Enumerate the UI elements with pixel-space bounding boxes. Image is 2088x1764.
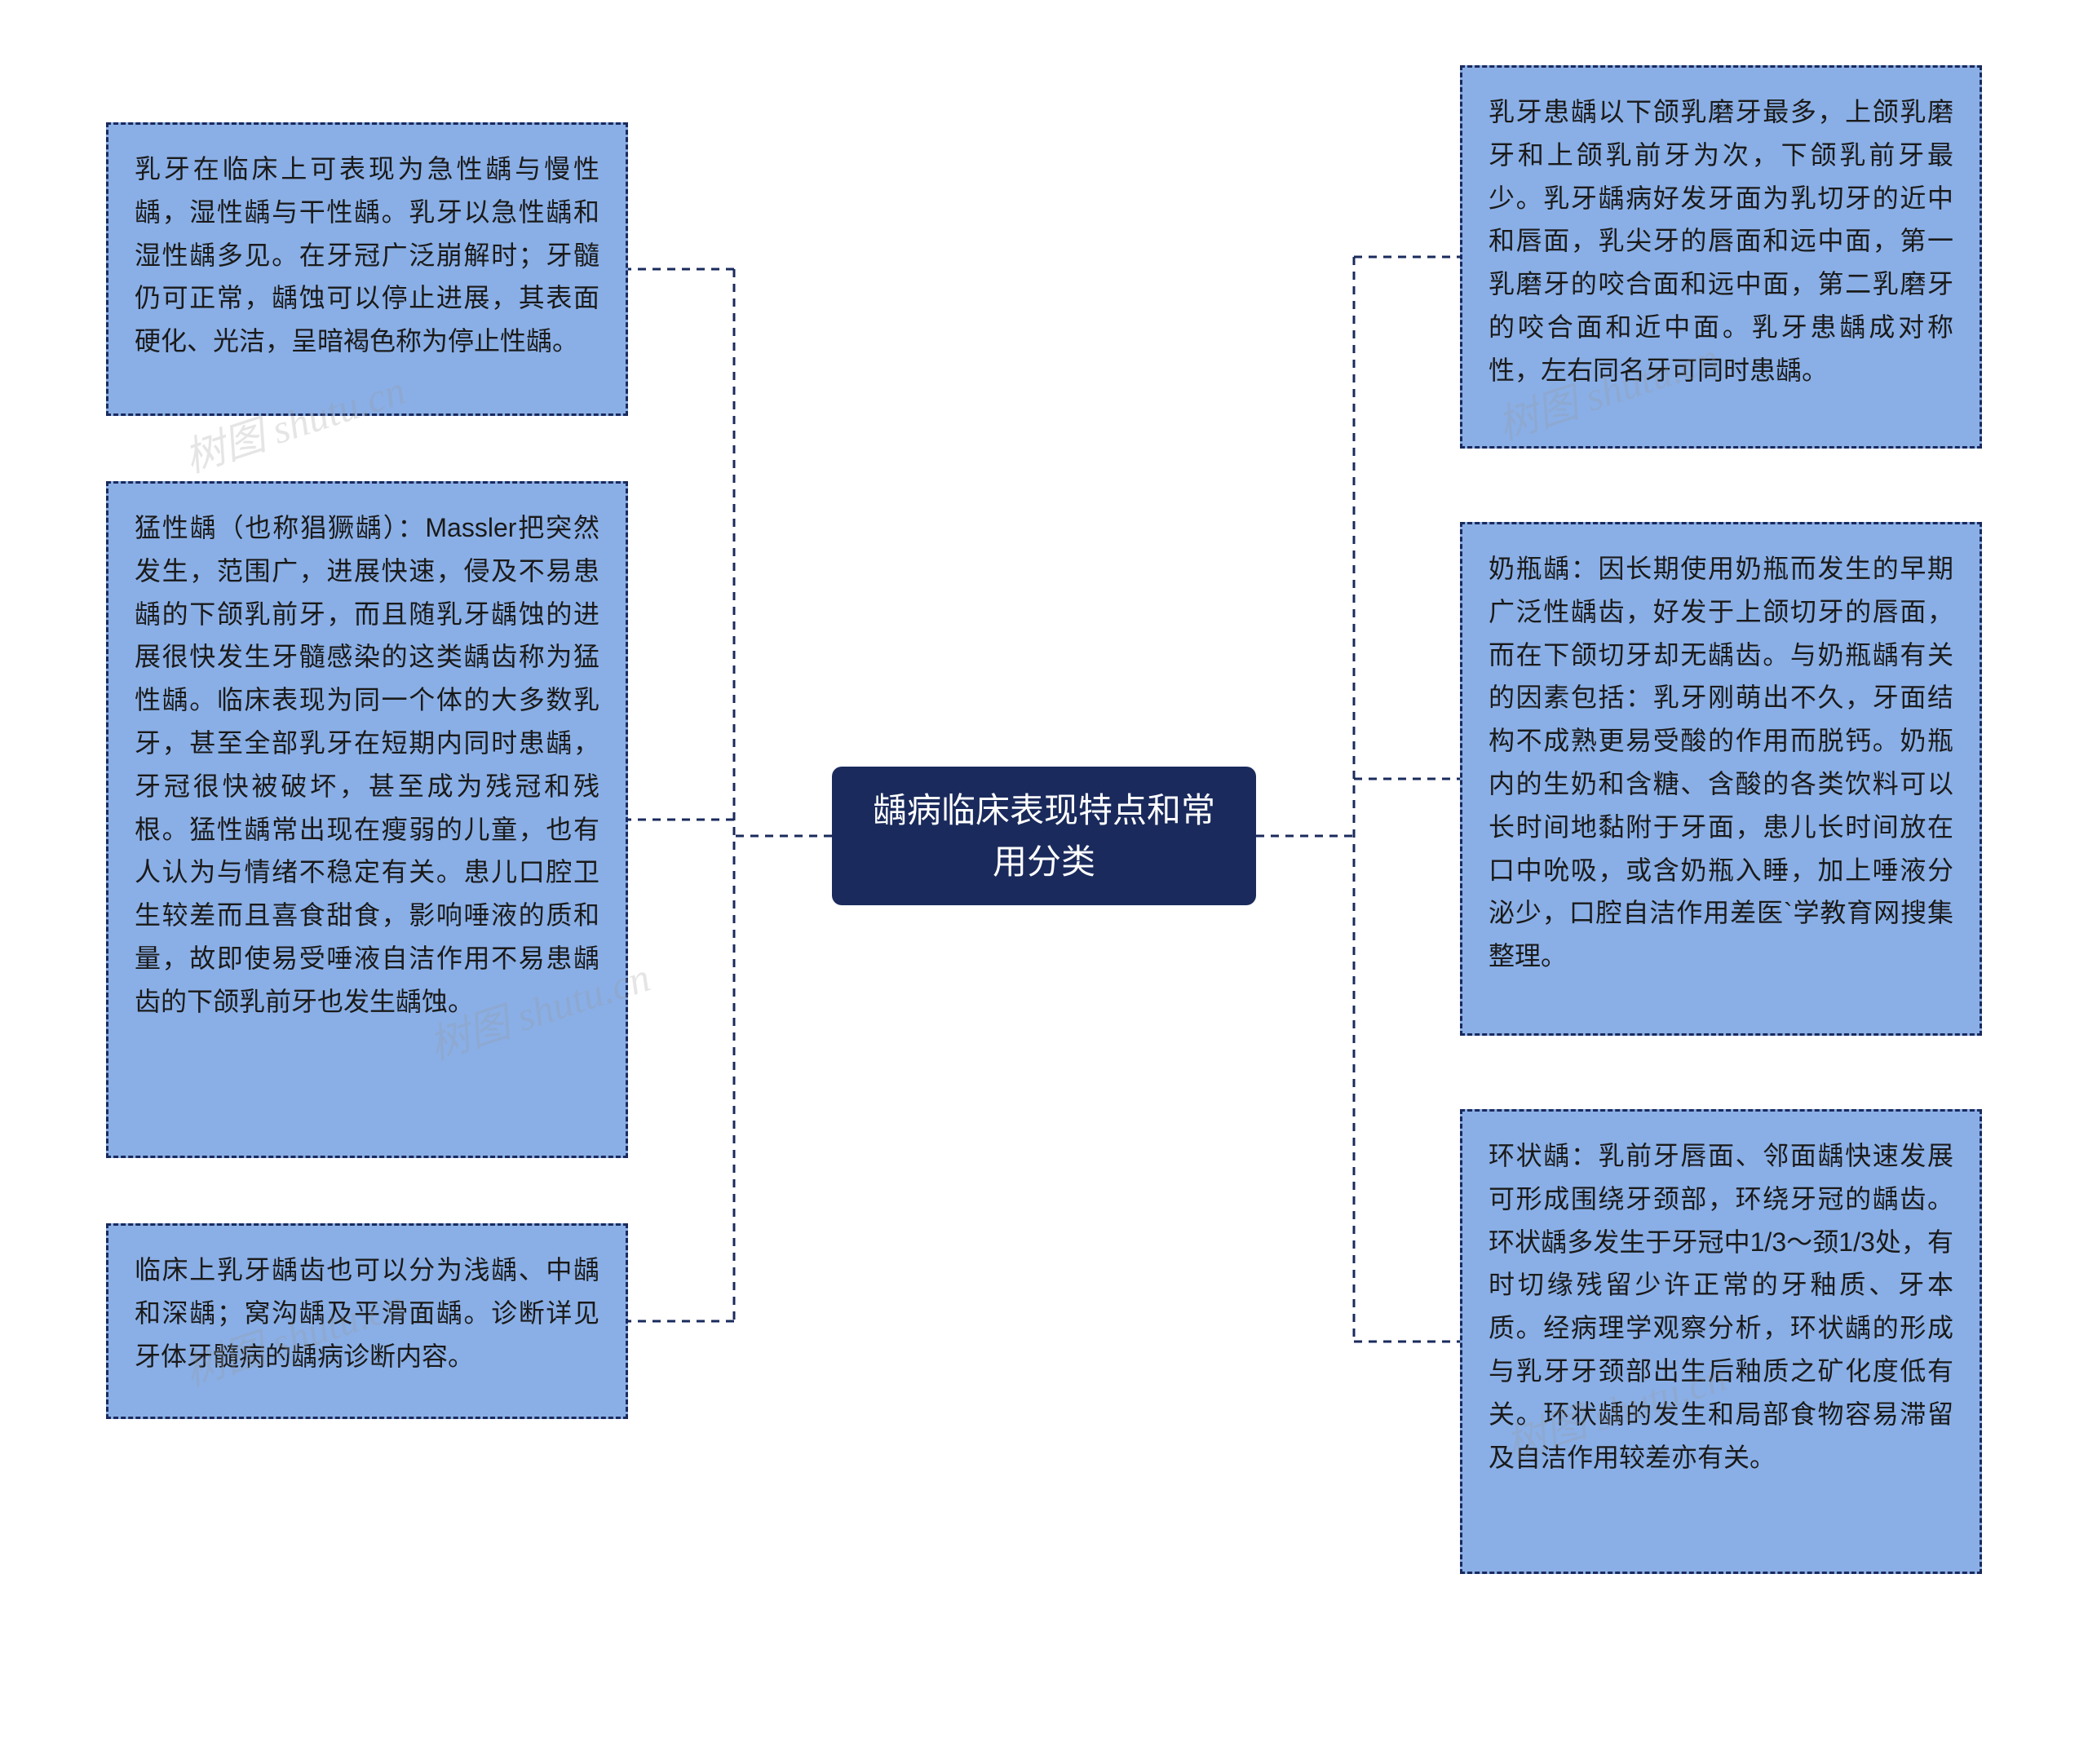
mindmap-canvas: 龋病临床表现特点和常用分类 乳牙在临床上可表现为急性龋与慢性龋，湿性龋与干性龋。… [0,0,2088,1764]
right-node-1-text: 乳牙患龋以下颌乳磨牙最多，上颌乳磨牙和上颌乳前牙为次，下颌乳前牙最少。乳牙龋病好… [1489,97,1953,385]
left-node-3: 临床上乳牙龋齿也可以分为浅龋、中龋和深龋；窝沟龋及平滑面龋。诊断详见牙体牙髓病的… [106,1223,628,1419]
right-node-2: 奶瓶龋：因长期使用奶瓶而发生的早期广泛性龋齿，好发于上颌切牙的唇面，而在下颌切牙… [1460,522,1982,1036]
left-node-1-text: 乳牙在临床上可表现为急性龋与慢性龋，湿性龋与干性龋。乳牙以急性龋和湿性龋多见。在… [135,154,599,356]
right-node-2-text: 奶瓶龋：因长期使用奶瓶而发生的早期广泛性龋齿，好发于上颌切牙的唇面，而在下颌切牙… [1489,554,1953,970]
left-node-2: 猛性龋（也称猖獗龋）：Massler把突然发生，范围广，进展快速，侵及不易患龋的… [106,481,628,1158]
center-node: 龋病临床表现特点和常用分类 [832,767,1256,905]
left-node-2-text: 猛性龋（也称猖獗龋）：Massler把突然发生，范围广，进展快速，侵及不易患龋的… [135,513,599,1016]
right-node-3: 环状龋：乳前牙唇面、邻面龋快速发展可形成围绕牙颈部，环绕牙冠的龋齿。环状龋多发生… [1460,1109,1982,1574]
left-node-1: 乳牙在临床上可表现为急性龋与慢性龋，湿性龋与干性龋。乳牙以急性龋和湿性龋多见。在… [106,122,628,416]
center-text: 龋病临床表现特点和常用分类 [865,785,1223,887]
right-node-1: 乳牙患龋以下颌乳磨牙最多，上颌乳磨牙和上颌乳前牙为次，下颌乳前牙最少。乳牙龋病好… [1460,65,1982,449]
left-node-3-text: 临床上乳牙龋齿也可以分为浅龋、中龋和深龋；窝沟龋及平滑面龋。诊断详见牙体牙髓病的… [135,1255,599,1371]
right-node-3-text: 环状龋：乳前牙唇面、邻面龋快速发展可形成围绕牙颈部，环绕牙冠的龋齿。环状龋多发生… [1489,1141,1953,1472]
